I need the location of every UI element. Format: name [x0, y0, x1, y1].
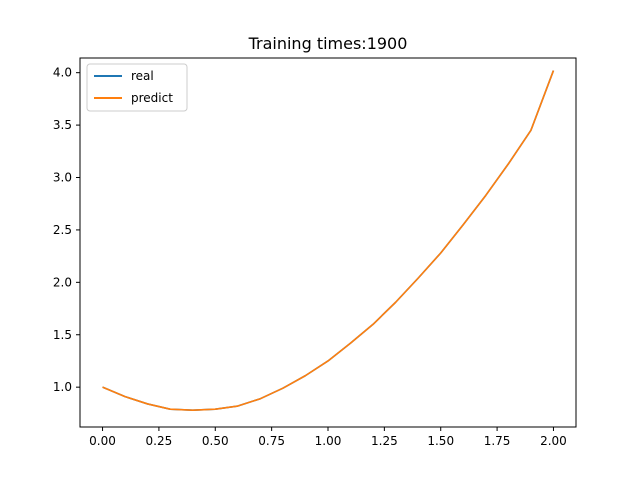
y-tick-label: 1.5: [53, 328, 72, 342]
x-tick-label: 1.50: [427, 434, 454, 448]
x-tick-label: 0.50: [202, 434, 229, 448]
x-tick-label: 0.75: [258, 434, 285, 448]
y-tick-label: 1.0: [53, 380, 72, 394]
x-tick-label: 1.75: [484, 434, 511, 448]
x-tick-label: 0.25: [146, 434, 173, 448]
x-tick-label: 1.25: [371, 434, 398, 448]
legend: real predict: [86, 63, 188, 112]
legend-label-predict: predict: [131, 91, 173, 105]
series-line-predict: [102, 70, 555, 412]
y-tick-label: 4.0: [53, 66, 72, 80]
series-layer: [102, 70, 555, 412]
x-axis: 0.00 0.25 0.50 0.75 1.00 1.25 1.50 1.75 2.00: [89, 427, 567, 448]
chart-title: Training times:1900: [248, 34, 408, 53]
y-axis: 1.0 1.5 2.0 2.5 3.0 3.5 4.0: [53, 66, 80, 394]
legend-label-real: real: [131, 69, 154, 83]
y-tick-label: 3.5: [53, 118, 72, 132]
y-tick-label: 2.5: [53, 223, 72, 237]
y-tick-label: 3.0: [53, 171, 72, 185]
x-tick-label: 0.00: [89, 434, 116, 448]
x-tick-label: 1.00: [315, 434, 342, 448]
x-tick-label: 2.00: [540, 434, 567, 448]
y-tick-label: 2.0: [53, 275, 72, 289]
